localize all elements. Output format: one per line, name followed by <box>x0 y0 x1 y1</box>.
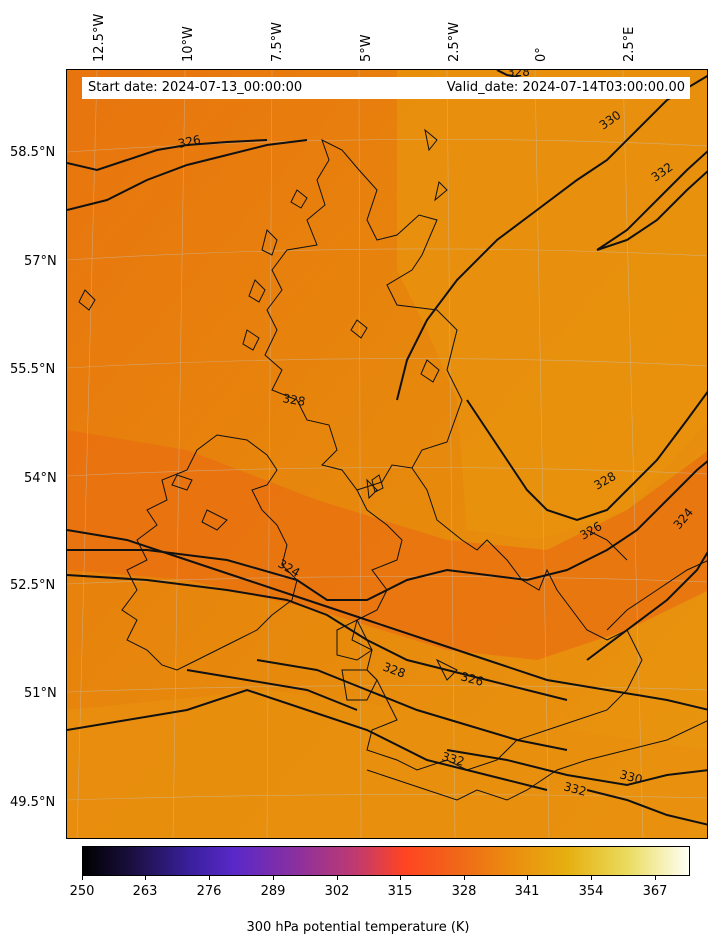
contour-330-south <box>67 688 548 791</box>
lat-tick-49.5N: 49.5°N <box>10 795 56 810</box>
contour-328-sw <box>186 669 358 711</box>
contour-label: 328 <box>507 70 530 79</box>
contour-324-east <box>586 551 707 661</box>
colorbar-tickmark <box>655 876 656 880</box>
colorbar <box>82 846 690 876</box>
colorbar-tick-label: 341 <box>514 884 540 899</box>
colorbar-tickmark <box>273 876 274 880</box>
contour-label: 326 <box>459 669 485 688</box>
lon-tick-10W: 10°W <box>181 26 196 62</box>
colorbar-tickmark <box>209 876 210 880</box>
lat-tick-55.5N: 55.5°N <box>10 362 56 377</box>
contour-326-b <box>67 139 308 211</box>
colorbar-tick-label: 263 <box>132 884 158 899</box>
lat-tick-52.5N: 52.5°N <box>10 578 56 593</box>
contour-332 <box>596 150 707 251</box>
colorbar-tick-label: 302 <box>324 884 350 899</box>
start-date-label: Start date: 2024-07-13_00:00:00 <box>88 80 303 95</box>
valid-date-label: Valid_date: 2024-07-14T03:00:00.00 <box>446 80 685 95</box>
colorbar-label: 300 hPa potential temperature (K) <box>246 920 470 935</box>
lon-tick-12.5W: 12.5°W <box>92 13 107 62</box>
contour-324 <box>67 574 568 701</box>
lat-tick-51N: 51°N <box>24 686 57 701</box>
colorbar-tickmark <box>464 876 465 880</box>
light-area-south <box>67 690 707 838</box>
lon-tick-5W: 5°W <box>359 34 374 62</box>
lon-tick-0: 0° <box>534 47 549 62</box>
date-info-box: Start date: 2024-07-13_00:00:00 Valid_da… <box>82 77 690 99</box>
lon-tick-2.5E: 2.5°E <box>622 26 637 62</box>
map-panel: 328 326 330 332 328 328 326 324 324 328 … <box>66 69 708 839</box>
contour-332-south <box>446 749 707 787</box>
colorbar-tick-label: 354 <box>578 884 604 899</box>
colorbar-tickmark <box>82 876 83 880</box>
colorbar-tick-label: 315 <box>387 884 413 899</box>
colorbar-tickmark <box>337 876 338 880</box>
contour-332-se <box>586 789 707 826</box>
warm-area-northeast <box>397 70 707 540</box>
contour-label: 332 <box>562 779 588 798</box>
colorbar-tick-label: 276 <box>196 884 222 899</box>
contour-label: 332 <box>440 749 466 768</box>
colorbar-tickmark <box>145 876 146 880</box>
colorbar-tickmark <box>400 876 401 880</box>
contour-330 <box>396 75 707 401</box>
contour-328-mid <box>67 529 707 711</box>
colorbar-tick-label: 289 <box>260 884 286 899</box>
lon-tick-7.5W: 7.5°W <box>270 21 285 62</box>
lat-tick-57N: 57°N <box>24 254 57 269</box>
colorbar-tick-label: 328 <box>451 884 477 899</box>
colorbar-tick-label: 367 <box>642 884 668 899</box>
contour-326-north <box>67 139 268 172</box>
colorbar-tickmark <box>591 876 592 880</box>
contour-label: 328 <box>281 391 306 409</box>
map-svg: 328 326 330 332 328 328 326 324 324 328 … <box>67 70 707 838</box>
colorbar-tickmark <box>527 876 528 880</box>
contour-326-mid <box>67 460 707 601</box>
warm-band <box>67 430 707 660</box>
contour-label: 326 <box>177 132 202 150</box>
lon-tick-2.5W: 2.5°W <box>447 21 462 62</box>
contour-326-south <box>256 659 568 751</box>
lat-tick-54N: 54°N <box>24 471 57 486</box>
colorbar-tick-label: 250 <box>69 884 95 899</box>
contour-328-east <box>466 391 707 522</box>
lat-tick-58.5N: 58.5°N <box>10 145 56 160</box>
contour-label: 330 <box>618 767 644 786</box>
coastlines <box>78 128 707 801</box>
